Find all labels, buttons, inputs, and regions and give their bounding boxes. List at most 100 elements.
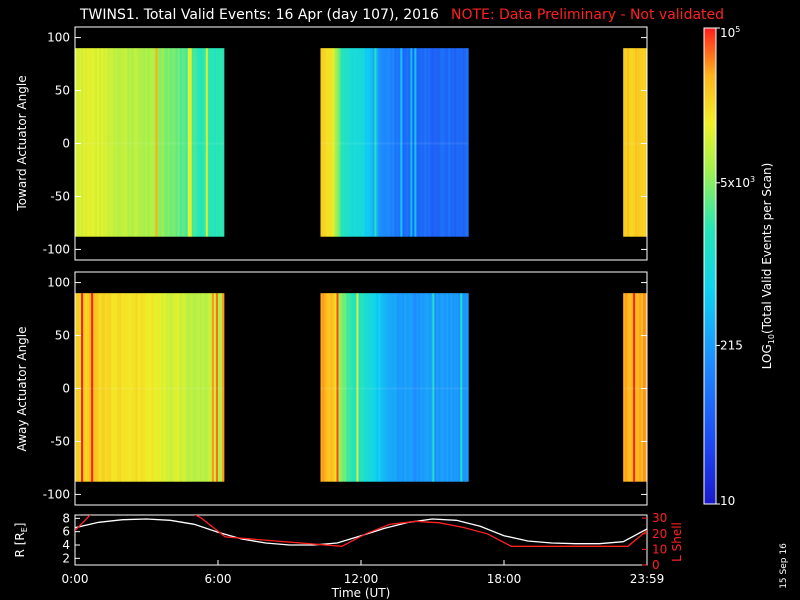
toward-column [442, 48, 445, 237]
away-column [181, 293, 185, 482]
toward-column [398, 48, 401, 237]
toward-column [137, 48, 140, 237]
away-column [422, 293, 425, 482]
toward-column [364, 48, 367, 237]
toward-column [633, 48, 636, 237]
toward-column [386, 48, 389, 237]
away-column [123, 293, 126, 482]
toward-column [372, 48, 375, 237]
away-column [402, 293, 405, 482]
away-column [362, 293, 365, 482]
away-column [320, 293, 323, 482]
orbit-x-tick-label: 23:59 [630, 572, 665, 586]
away-column [440, 293, 443, 482]
away-column [635, 293, 638, 482]
toward-column [400, 48, 403, 237]
toward-column [125, 48, 128, 237]
away-column [412, 293, 415, 482]
away-column [364, 293, 367, 482]
toward-y-tick-label: -100 [43, 242, 70, 256]
colorbar-tick-exp: 5 [735, 25, 740, 34]
away-column [143, 293, 146, 482]
toward-column [416, 48, 419, 237]
away-column [378, 293, 381, 482]
toward-column [121, 48, 124, 237]
away-column [625, 293, 628, 482]
away-y-label: Away Actuator Angle [15, 326, 29, 451]
away-column [103, 293, 106, 482]
colorbar-tick-label: 10 [720, 494, 735, 508]
orbit-left-y-label-sub: E [20, 527, 29, 532]
toward-column [205, 48, 209, 237]
toward-column [187, 48, 191, 237]
away-column [466, 293, 469, 482]
away-column [414, 293, 417, 482]
away-column [125, 293, 128, 482]
orbit-left-tick-label: 2 [62, 551, 70, 565]
away-column [77, 293, 80, 482]
away-column [438, 293, 441, 482]
away-column [219, 293, 223, 482]
toward-column [89, 48, 92, 237]
away-column [643, 293, 646, 482]
away-y-tick-label: -100 [43, 487, 70, 501]
away-column [454, 293, 457, 482]
toward-column [163, 48, 166, 237]
away-column [366, 293, 369, 482]
away-column [167, 293, 171, 482]
away-column [324, 293, 327, 482]
orbit-x-tick-label: 18:00 [487, 572, 522, 586]
toward-column [85, 48, 88, 237]
toward-column [105, 48, 108, 237]
toward-y-label: Toward Actuator Angle [15, 75, 29, 211]
toward-column [133, 48, 136, 237]
away-column [645, 293, 648, 482]
toward-column [334, 48, 337, 237]
away-column [374, 293, 377, 482]
away-y-tick-label: -50 [50, 434, 70, 448]
orbit-left-tick-label: 8 [62, 511, 70, 525]
toward-column [366, 48, 369, 237]
toward-column [402, 48, 405, 237]
away-column [127, 293, 130, 482]
away-column [428, 293, 431, 482]
away-column [356, 293, 359, 482]
toward-column [360, 48, 363, 237]
away-column [380, 293, 383, 482]
away-column [95, 293, 98, 482]
colorbar-label: LOG10(Total Valid Events per Scan) [760, 163, 776, 370]
toward-column [420, 48, 423, 237]
away-column [436, 293, 439, 482]
toward-column [113, 48, 116, 237]
toward-column [185, 48, 189, 237]
toward-zero-band [320, 142, 469, 145]
orbit-panel-frame [74, 514, 648, 566]
toward-column [430, 48, 433, 237]
away-column [344, 293, 347, 482]
orbit-x-tick-label: 0:00 [62, 572, 89, 586]
toward-column [432, 48, 435, 237]
toward-column [639, 48, 642, 237]
away-column [165, 293, 168, 482]
toward-column [418, 48, 421, 237]
away-column [189, 293, 193, 482]
orbit-right-tick-label: 10 [652, 542, 667, 556]
toward-column [193, 48, 197, 237]
toward-column [322, 48, 325, 237]
away-column [633, 293, 636, 482]
toward-column [408, 48, 411, 237]
away-column [336, 293, 339, 482]
away-column [637, 293, 640, 482]
away-column [87, 293, 90, 482]
orbit-left-y-label-main: R [R [13, 532, 27, 557]
toward-column [382, 48, 385, 237]
away-column [97, 293, 100, 482]
toward-column [111, 48, 114, 237]
away-column [173, 293, 177, 482]
away-heatmap-panel: 100 50 0 -50 -100 Away Actuator Angle [15, 271, 648, 506]
orbit-right-y-label: L Shell [670, 522, 684, 562]
away-heatmap-cells [75, 293, 648, 482]
away-column [328, 293, 331, 482]
